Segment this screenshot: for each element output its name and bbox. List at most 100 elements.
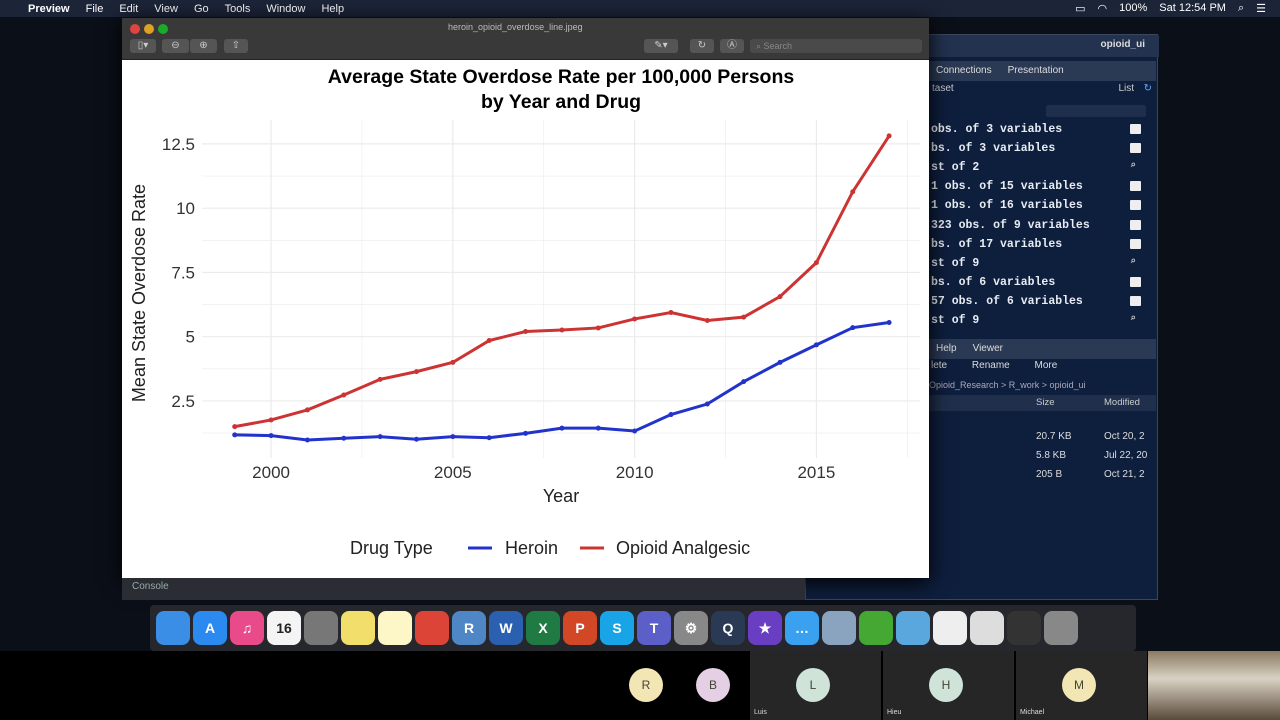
- dock-preview-icon[interactable]: [822, 611, 856, 645]
- dock-app-store-icon[interactable]: A: [193, 611, 227, 645]
- tab-presentation[interactable]: Presentation: [1007, 65, 1064, 76]
- dock-screenshot-icon[interactable]: [1007, 611, 1041, 645]
- wifi-icon[interactable]: ◠: [1097, 3, 1108, 15]
- zoom-in-icon[interactable]: ⊕: [190, 39, 217, 53]
- dock-teams-icon[interactable]: T: [637, 611, 671, 645]
- battery-status[interactable]: 100%: [1119, 2, 1148, 14]
- participant-avatar[interactable]: H: [929, 668, 963, 702]
- menu-window[interactable]: Window: [266, 2, 306, 15]
- env-row[interactable]: st of 9 ⌕: [931, 314, 1156, 327]
- dock-excel-icon[interactable]: X: [526, 611, 560, 645]
- rotate-icon[interactable]: ↻: [690, 39, 714, 53]
- console-pane-header[interactable]: Console: [122, 578, 805, 600]
- view-table-icon[interactable]: [1130, 238, 1141, 249]
- dock-skype-icon[interactable]: S: [600, 611, 634, 645]
- dock-system-preferences-icon[interactable]: ⚙: [674, 611, 708, 645]
- file-row[interactable]: 5.8 KB Jul 22, 20: [1036, 450, 1161, 461]
- dock-finder-icon[interactable]: [156, 611, 190, 645]
- view-table-icon[interactable]: [1130, 276, 1141, 287]
- search-input[interactable]: ⌕ Search: [750, 39, 922, 53]
- rename-button[interactable]: Rename: [971, 360, 1010, 371]
- env-row[interactable]: 1 obs. of 16 variables: [931, 199, 1156, 212]
- notification-center-icon[interactable]: ☰: [1256, 3, 1266, 15]
- markup-pen-icon[interactable]: ✎▾: [644, 39, 678, 53]
- env-row-text: bs. of 17 variables: [931, 237, 1063, 251]
- dock-notes-icon[interactable]: [378, 611, 412, 645]
- dock-word-icon[interactable]: W: [489, 611, 523, 645]
- env-row[interactable]: obs. of 3 variables: [931, 123, 1156, 136]
- delete-button[interactable]: lete: [931, 360, 948, 371]
- menu-edit[interactable]: Edit: [119, 2, 139, 15]
- dock-imovie-icon[interactable]: ★: [748, 611, 782, 645]
- airplay-icon[interactable]: ▭: [1075, 3, 1086, 15]
- view-search-icon[interactable]: ⌕: [1130, 314, 1137, 325]
- more-button[interactable]: More: [1034, 360, 1058, 371]
- spotlight-icon[interactable]: ⌕: [1237, 2, 1245, 14]
- col-size[interactable]: Size: [1036, 397, 1055, 408]
- dock-spreadsheet-icon[interactable]: [970, 611, 1004, 645]
- view-table-icon[interactable]: [1130, 200, 1141, 211]
- view-table-icon[interactable]: [1130, 143, 1141, 154]
- env-row[interactable]: 57 obs. of 6 variables: [931, 295, 1156, 308]
- view-table-icon[interactable]: [1130, 124, 1141, 134]
- view-table-icon[interactable]: [1130, 181, 1141, 192]
- menu-go[interactable]: Go: [193, 2, 209, 15]
- zoom-button[interactable]: [158, 24, 168, 34]
- view-table-icon[interactable]: [1130, 295, 1141, 306]
- zoom-out-icon[interactable]: ⊖: [162, 39, 189, 53]
- refresh-icon[interactable]: ↻: [1143, 83, 1152, 94]
- sidebar-toggle-icon[interactable]: ▯▾: [130, 39, 156, 53]
- dock-books-icon[interactable]: [304, 611, 338, 645]
- participant-avatar[interactable]: M: [1062, 668, 1096, 702]
- minimize-button[interactable]: [144, 24, 154, 34]
- data-point-opioid-analgesic: [377, 376, 383, 382]
- col-modified[interactable]: Modified: [1104, 397, 1140, 408]
- dock-calendar-icon[interactable]: 16: [267, 611, 301, 645]
- participant-avatar[interactable]: R: [629, 668, 663, 702]
- env-row[interactable]: bs. of 17 variables: [931, 238, 1156, 251]
- close-button[interactable]: [130, 24, 140, 34]
- participant-avatar[interactable]: B: [696, 668, 730, 702]
- share-icon[interactable]: ⇧: [224, 39, 248, 53]
- dock-trash-icon[interactable]: [1044, 611, 1078, 645]
- dock-anaconda-icon[interactable]: [859, 611, 893, 645]
- view-search-icon[interactable]: ⌕: [1130, 256, 1137, 268]
- file-row[interactable]: 20.7 KB Oct 20, 2: [1036, 431, 1161, 442]
- dock-messages-icon[interactable]: …: [785, 611, 819, 645]
- menu-tools[interactable]: Tools: [224, 2, 251, 15]
- file-row[interactable]: 205 B Oct 21, 2: [1036, 469, 1161, 480]
- env-row[interactable]: bs. of 3 variables: [931, 142, 1156, 155]
- project-menu[interactable]: opioid_ui: [1100, 39, 1145, 50]
- participant-avatar[interactable]: L: [796, 668, 830, 702]
- import-dataset-button[interactable]: taset: [932, 83, 954, 94]
- dock-powerpoint-icon[interactable]: P: [563, 611, 597, 645]
- tab-help[interactable]: Help: [936, 343, 957, 354]
- file-modified: Jul 22, 20: [1104, 450, 1148, 461]
- env-row[interactable]: st of 9 ⌕: [931, 257, 1156, 270]
- files-breadcrumb[interactable]: Opioid_Research > R_work > opioid_ui: [929, 380, 1086, 390]
- dock-stickies-icon[interactable]: [341, 611, 375, 645]
- view-table-icon[interactable]: [1130, 219, 1141, 230]
- clock[interactable]: Sat 12:54 PM: [1159, 2, 1226, 14]
- tab-viewer[interactable]: Viewer: [972, 343, 1003, 354]
- dock-itunes-icon[interactable]: ♫: [230, 611, 264, 645]
- tab-connections[interactable]: Connections: [936, 65, 992, 76]
- dock-folder-icon[interactable]: [896, 611, 930, 645]
- menu-file[interactable]: File: [85, 2, 104, 15]
- env-row[interactable]: 1 obs. of 15 variables: [931, 180, 1156, 193]
- dock-document-icon[interactable]: [933, 611, 967, 645]
- env-row[interactable]: bs. of 6 variables: [931, 276, 1156, 289]
- dock-quicktime-icon[interactable]: Q: [711, 611, 745, 645]
- dock-rstudio-icon[interactable]: R: [452, 611, 486, 645]
- list-view-button[interactable]: List: [1118, 83, 1134, 94]
- menu-app-name[interactable]: Preview: [28, 2, 70, 15]
- env-search-input[interactable]: [1046, 105, 1146, 117]
- menu-view[interactable]: View: [154, 2, 178, 15]
- view-search-icon[interactable]: ⌕: [1130, 161, 1137, 173]
- menu-help[interactable]: Help: [321, 2, 345, 15]
- dock-chrome-icon[interactable]: [415, 611, 449, 645]
- env-row[interactable]: st of 2 ⌕: [931, 161, 1156, 174]
- data-point-opioid-analgesic: [268, 417, 274, 423]
- env-row[interactable]: 323 obs. of 9 variables: [931, 219, 1156, 232]
- markup-toolbar-icon[interactable]: Ⓐ: [720, 39, 744, 53]
